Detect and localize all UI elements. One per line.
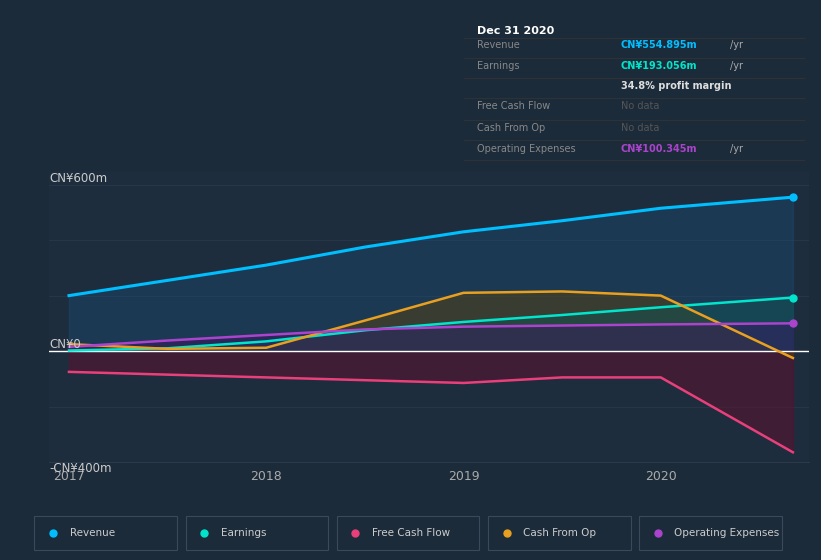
Text: 34.8% profit margin: 34.8% profit margin xyxy=(621,81,731,91)
Text: -CN¥400m: -CN¥400m xyxy=(49,462,112,475)
Text: Operating Expenses: Operating Expenses xyxy=(478,144,576,154)
Text: Free Cash Flow: Free Cash Flow xyxy=(372,529,450,538)
Text: Dec 31 2020: Dec 31 2020 xyxy=(478,26,555,36)
Text: Operating Expenses: Operating Expenses xyxy=(674,529,779,538)
Text: CN¥600m: CN¥600m xyxy=(49,172,108,185)
Text: Cash From Op: Cash From Op xyxy=(523,529,596,538)
Text: No data: No data xyxy=(621,101,659,111)
Text: CN¥193.056m: CN¥193.056m xyxy=(621,61,697,71)
Text: CN¥554.895m: CN¥554.895m xyxy=(621,40,697,49)
Text: /yr: /yr xyxy=(730,40,743,49)
Text: Earnings: Earnings xyxy=(221,529,266,538)
Text: CN¥100.345m: CN¥100.345m xyxy=(621,144,697,154)
Text: No data: No data xyxy=(621,123,659,133)
Text: Revenue: Revenue xyxy=(478,40,521,49)
Text: Cash From Op: Cash From Op xyxy=(478,123,546,133)
Text: Revenue: Revenue xyxy=(70,529,115,538)
Text: Free Cash Flow: Free Cash Flow xyxy=(478,101,551,111)
Text: /yr: /yr xyxy=(730,144,743,154)
Text: Earnings: Earnings xyxy=(478,61,520,71)
Text: CN¥0: CN¥0 xyxy=(49,338,81,351)
Text: /yr: /yr xyxy=(730,61,743,71)
